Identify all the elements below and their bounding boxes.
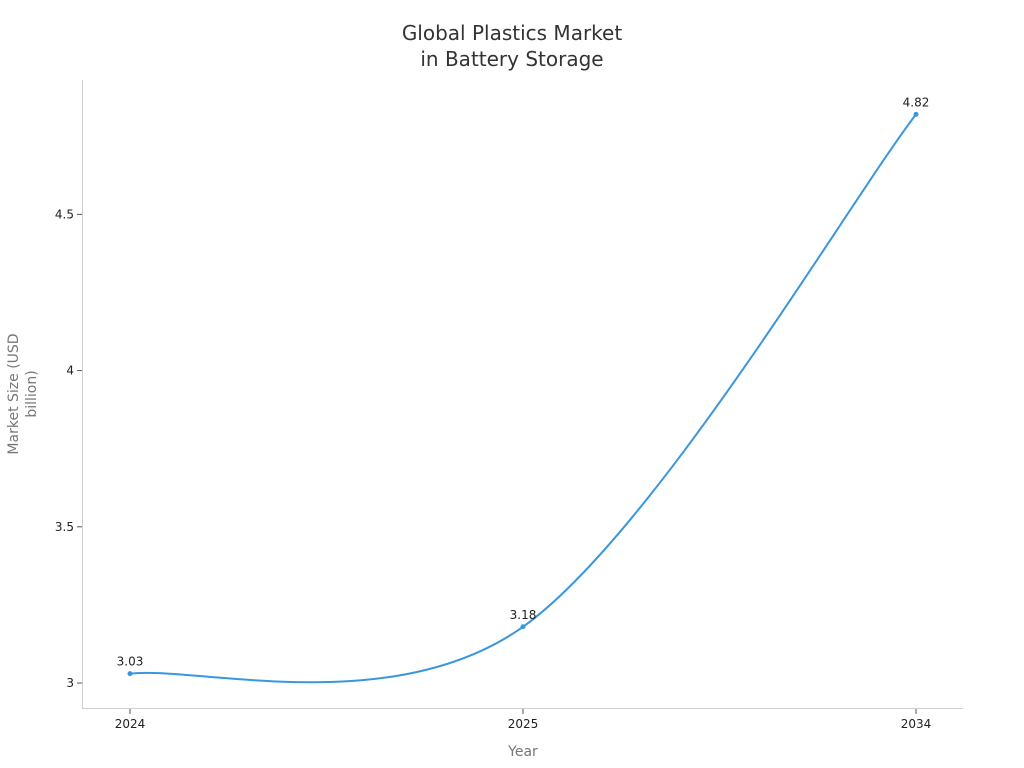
y-tick-label: 3 xyxy=(66,676,74,690)
y-axis-title-line-1: Market Size (USD xyxy=(6,333,22,454)
data-label: 4.82 xyxy=(903,95,930,109)
y-axis-title: Market Size (USD billion) xyxy=(6,333,40,454)
x-tick-label: 2025 xyxy=(508,717,539,731)
x-tick-label: 2034 xyxy=(901,717,932,731)
y-tick-label: 4.5 xyxy=(55,207,74,221)
data-label: 3.03 xyxy=(117,655,144,669)
chart-title-line-1: Global Plastics Market xyxy=(402,21,623,45)
y-axis-ticks: 3 3.5 4 4.5 xyxy=(55,207,82,690)
x-axis-title: Year xyxy=(507,744,538,760)
y-tick-label: 3.5 xyxy=(55,520,74,534)
x-tick-label: 2024 xyxy=(115,717,146,731)
data-label: 3.18 xyxy=(510,608,537,622)
series-layer: 3.03 3.18 4.82 xyxy=(117,95,930,684)
data-point xyxy=(913,111,919,117)
chart-title: Global Plastics Market in Battery Storag… xyxy=(402,21,623,71)
series-line xyxy=(129,113,917,684)
chart-title-line-2: in Battery Storage xyxy=(420,47,603,71)
data-point xyxy=(520,624,526,630)
x-axis-ticks: 2024 2025 2034 xyxy=(115,709,932,731)
y-tick-label: 4 xyxy=(66,364,74,378)
data-point xyxy=(127,671,133,677)
y-axis-title-line-2: billion) xyxy=(24,370,40,417)
